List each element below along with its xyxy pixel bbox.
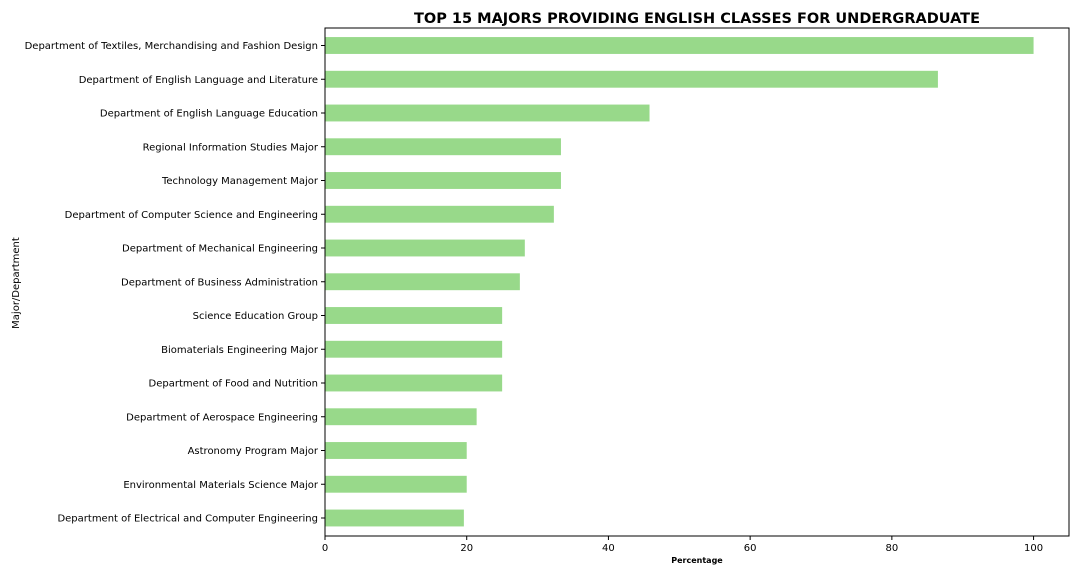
bar [325,408,477,426]
category-labels: Department of Textiles, Merchandising an… [25,41,325,525]
bar [325,70,938,88]
bar [325,374,503,392]
y-tick-label: Environmental Materials Science Major [123,480,319,491]
y-tick-label: Department of Electrical and Computer En… [57,514,318,525]
bar [325,172,561,189]
y-tick-label: Technology Management Major [161,176,319,187]
y-tick-label: Biomaterials Engineering Major [161,345,319,356]
x-tick-label: 100 [1024,543,1043,554]
x-tick-label: 40 [602,543,615,554]
y-axis-label: Major/Department [11,237,22,329]
y-tick-label: Department of Aerospace Engineering [126,412,318,423]
y-tick-label: Department of Computer Science and Engin… [65,210,318,221]
bars-group [325,37,1034,527]
y-tick-label: Regional Information Studies Major [143,142,319,153]
y-tick-label: Department of Business Administration [121,277,318,288]
y-tick-label: Science Education Group [193,311,318,322]
x-axis-ticks: 0 20 40 60 80 100 [322,536,1043,554]
x-tick-label: 0 [322,543,328,554]
y-tick-label: Department of English Language Education [100,109,318,120]
bar [325,239,525,257]
bar [325,104,650,122]
y-tick-label: Department of Food and Nutrition [149,379,318,390]
bar [325,509,464,527]
chart-title: TOP 15 MAJORS PROVIDING ENGLISH CLASSES … [414,11,980,27]
x-axis-label: Percentage [671,556,723,565]
y-tick-label: Department of Textiles, Merchandising an… [25,41,318,52]
bar [325,307,503,324]
bar [325,442,467,459]
x-tick-label: 20 [460,543,473,554]
x-tick-label: 60 [744,543,757,554]
bar [325,138,561,156]
bar [325,475,467,493]
bar [325,273,520,291]
bar [325,205,554,223]
y-tick-label: Department of English Language and Liter… [79,75,318,86]
bar [325,340,503,358]
y-tick-label: Department of Mechanical Engineering [122,244,318,255]
y-tick-label: Astronomy Program Major [188,446,319,457]
plot-frame [324,27,1070,537]
x-tick-label: 80 [885,543,898,554]
bar [325,37,1034,54]
